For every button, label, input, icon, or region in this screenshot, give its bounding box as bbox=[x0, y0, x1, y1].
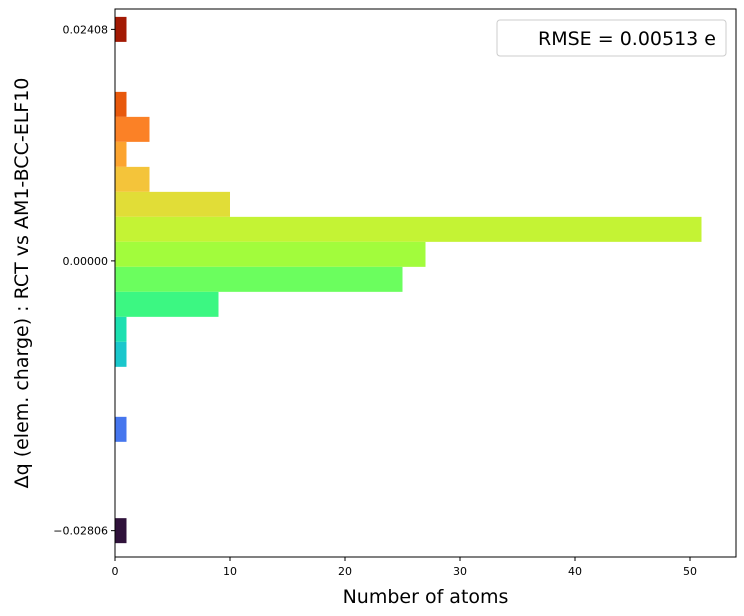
histogram-bar-9 bbox=[115, 291, 219, 317]
x-tick-label-5: 50 bbox=[683, 565, 697, 578]
histogram-bar-0 bbox=[115, 16, 127, 42]
histogram-bar-7 bbox=[115, 241, 426, 267]
y-axis: 0.02408 0.00000 −0.02806 bbox=[53, 23, 115, 538]
histogram-bar-13 bbox=[115, 518, 127, 544]
histogram-bar-5 bbox=[115, 191, 230, 217]
legend-box bbox=[496, 19, 727, 57]
x-axis: 0 10 20 30 40 50 bbox=[112, 557, 697, 578]
y-axis-label: Δq (elem. charge) : RCT vs AM1-BCC-ELF10 bbox=[11, 78, 33, 489]
histogram-bar-11 bbox=[115, 341, 127, 367]
y-tick-label-2: −0.02806 bbox=[53, 525, 108, 538]
histogram-bar-8 bbox=[115, 266, 403, 292]
histogram-bar-10 bbox=[115, 316, 127, 342]
x-tick-label-2: 20 bbox=[338, 565, 352, 578]
x-tick-label-3: 30 bbox=[453, 565, 467, 578]
y-tick-label-0: 0.02408 bbox=[63, 23, 109, 36]
legend: RMSE = 0.00513 e bbox=[496, 19, 727, 57]
x-tick-label-1: 10 bbox=[223, 565, 237, 578]
histogram-bar-1 bbox=[115, 91, 127, 117]
x-tick-label-4: 40 bbox=[568, 565, 582, 578]
histogram-bar-2 bbox=[115, 116, 150, 142]
y-tick-label-1: 0.00000 bbox=[63, 255, 109, 268]
x-axis-label: Number of atoms bbox=[343, 586, 509, 608]
histogram-bar-12 bbox=[115, 416, 127, 442]
histogram-bar-3 bbox=[115, 141, 127, 167]
x-tick-label-0: 0 bbox=[112, 565, 119, 578]
histogram-bar-4 bbox=[115, 166, 150, 192]
bars-group bbox=[115, 16, 702, 544]
plot-frame bbox=[114, 8, 737, 558]
legend-text: RMSE = 0.00513 e bbox=[538, 28, 716, 50]
histogram-bar-6 bbox=[115, 216, 702, 242]
